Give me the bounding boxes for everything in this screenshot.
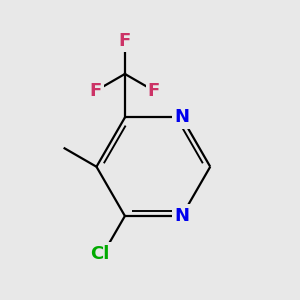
Text: N: N <box>174 207 189 225</box>
Text: F: F <box>119 32 131 50</box>
Text: F: F <box>148 82 160 100</box>
Text: N: N <box>174 109 189 127</box>
Text: Cl: Cl <box>90 245 110 263</box>
Text: F: F <box>90 82 102 100</box>
